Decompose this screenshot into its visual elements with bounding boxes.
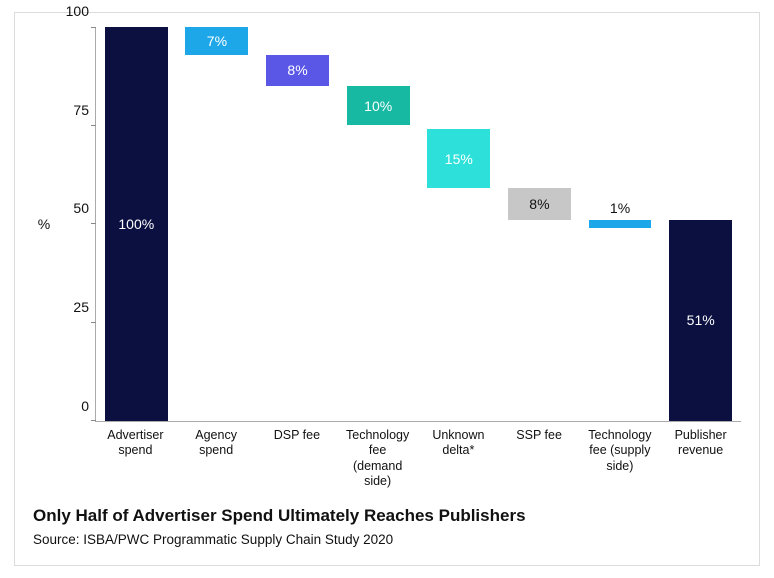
y-tick-label: 25 bbox=[73, 299, 89, 315]
x-tick-label: Publisherrevenue bbox=[660, 428, 741, 491]
y-tick-label: 75 bbox=[73, 102, 89, 118]
bar: 1% bbox=[589, 220, 652, 228]
chart-card: % 0255075100 100%7%8%10%15%8%1%51% Adver… bbox=[14, 12, 760, 566]
y-axis: 0255075100 bbox=[55, 27, 95, 422]
x-tick-label: Agencyspend bbox=[176, 428, 257, 491]
x-axis: AdvertiserspendAgencyspendDSP feeTechnol… bbox=[95, 428, 741, 491]
x-tick-label: DSP fee bbox=[257, 428, 338, 491]
bar: 8% bbox=[508, 188, 571, 219]
plot-region: 100% 7% 8% 10% 15% 8% 1% 51% bbox=[95, 27, 741, 422]
bar: 100% bbox=[105, 27, 168, 421]
bar: 10% bbox=[347, 86, 410, 125]
x-tick-label: Technologyfee(demandside) bbox=[337, 428, 418, 491]
y-tick-mark bbox=[91, 125, 96, 126]
y-tick-mark bbox=[91, 420, 96, 421]
y-axis-label: % bbox=[33, 27, 55, 422]
chart-source: Source: ISBA/PWC Programmatic Supply Cha… bbox=[33, 532, 741, 547]
y-tick-mark bbox=[91, 322, 96, 323]
x-tick-label: SSP fee bbox=[499, 428, 580, 491]
y-tick-mark bbox=[91, 223, 96, 224]
y-tick-mark bbox=[91, 27, 96, 28]
bar: 7% bbox=[185, 27, 248, 55]
bar-value-label: 1% bbox=[589, 200, 652, 216]
bar: 51% bbox=[669, 220, 732, 421]
y-tick-label: 100 bbox=[66, 3, 89, 19]
chart-title: Only Half of Advertiser Spend Ultimately… bbox=[33, 506, 741, 526]
bar: 8% bbox=[266, 55, 329, 86]
y-tick-label: 0 bbox=[81, 398, 89, 414]
chart-area: % 0255075100 100%7%8%10%15%8%1%51% bbox=[33, 27, 741, 422]
y-tick-label: 50 bbox=[73, 200, 89, 216]
bar: 15% bbox=[427, 129, 490, 188]
x-tick-label: Unknowndelta* bbox=[418, 428, 499, 491]
x-tick-label: Technologyfee (supplyside) bbox=[580, 428, 661, 491]
x-tick-label: Advertiserspend bbox=[95, 428, 176, 491]
